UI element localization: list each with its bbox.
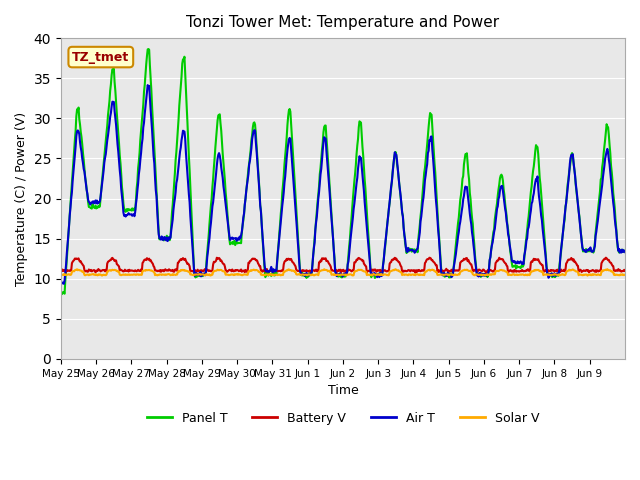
Title: Tonzi Tower Met: Temperature and Power: Tonzi Tower Met: Temperature and Power (186, 15, 499, 30)
Legend: Panel T, Battery V, Air T, Solar V: Panel T, Battery V, Air T, Solar V (141, 407, 545, 430)
Y-axis label: Temperature (C) / Power (V): Temperature (C) / Power (V) (15, 111, 28, 286)
X-axis label: Time: Time (328, 384, 358, 397)
Text: TZ_tmet: TZ_tmet (72, 50, 129, 63)
